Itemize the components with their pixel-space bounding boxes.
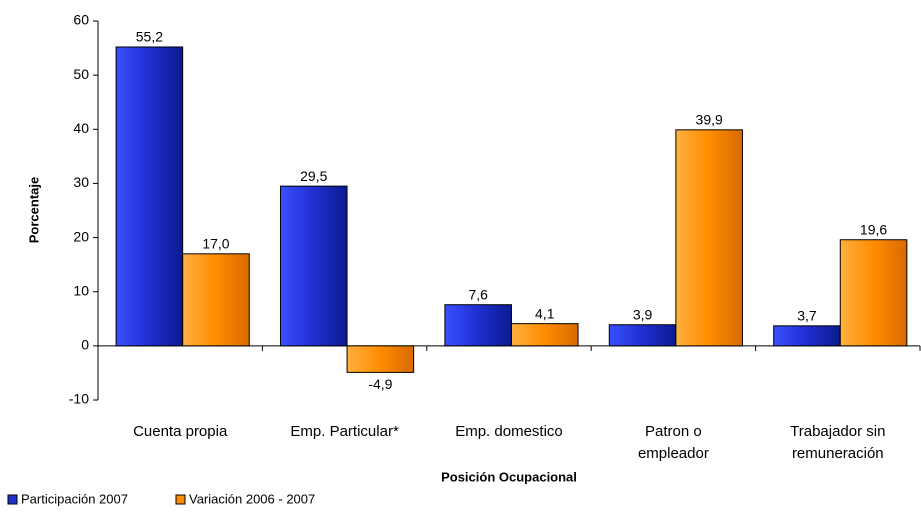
value-label: 55,2 bbox=[136, 29, 163, 45]
bar bbox=[182, 253, 250, 347]
value-label: 4,1 bbox=[535, 305, 555, 321]
bar bbox=[773, 325, 841, 347]
y-tick-label: -10 bbox=[69, 391, 89, 407]
x-tick-label: Trabajador sin remuneración bbox=[790, 423, 886, 462]
bar bbox=[115, 46, 184, 347]
value-label: 39,9 bbox=[696, 112, 723, 128]
value-label: 7,6 bbox=[468, 286, 488, 302]
y-tick-label: 20 bbox=[73, 228, 89, 244]
value-label: 17,0 bbox=[202, 236, 229, 252]
x-tick-label: Emp. domestico bbox=[455, 423, 563, 440]
bar bbox=[346, 345, 415, 373]
value-label: 29,5 bbox=[300, 168, 327, 184]
y-tick-label: 30 bbox=[73, 174, 89, 190]
value-label: 3,9 bbox=[633, 306, 653, 322]
x-tick-label: Cuenta propia bbox=[133, 423, 228, 440]
x-tick-label: Emp. Particular* bbox=[290, 423, 399, 440]
bar bbox=[675, 129, 743, 347]
y-tick-label: 50 bbox=[73, 66, 89, 82]
bar bbox=[510, 323, 579, 347]
y-axis-title: Porcentaje bbox=[26, 177, 41, 243]
x-axis-title: Posición Ocupacional bbox=[441, 469, 577, 484]
y-tick-label: 40 bbox=[73, 120, 89, 136]
bar bbox=[279, 185, 348, 347]
legend-label: Participación 2007 bbox=[21, 491, 128, 506]
y-tick-label: 10 bbox=[73, 282, 89, 298]
value-label: 3,7 bbox=[797, 308, 817, 324]
bar bbox=[608, 324, 677, 347]
x-tick-label: Patron o empleador bbox=[637, 423, 709, 462]
value-label: -4,9 bbox=[368, 376, 392, 392]
y-tick-label: 60 bbox=[73, 12, 89, 28]
value-label: 19,6 bbox=[860, 221, 887, 237]
bar bbox=[444, 304, 512, 347]
y-tick-label: 0 bbox=[81, 337, 89, 353]
legend-swatch bbox=[7, 494, 18, 505]
legend-label: Variación 2006 - 2007 bbox=[189, 491, 315, 506]
legend-swatch bbox=[175, 494, 186, 505]
bar bbox=[839, 239, 908, 347]
